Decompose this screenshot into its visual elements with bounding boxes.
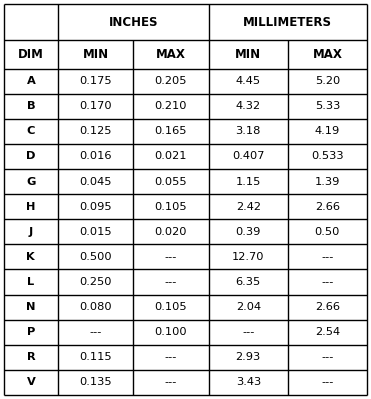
Text: 0.170: 0.170: [79, 101, 112, 111]
Text: 4.45: 4.45: [236, 76, 261, 86]
Text: 0.125: 0.125: [79, 126, 112, 136]
Text: 3.43: 3.43: [236, 377, 261, 387]
Text: 0.021: 0.021: [155, 151, 187, 162]
Text: ---: ---: [165, 377, 177, 387]
Text: V: V: [26, 377, 35, 387]
Text: MAX: MAX: [156, 48, 186, 61]
Text: 3.18: 3.18: [236, 126, 261, 136]
Text: ---: ---: [321, 277, 334, 287]
Text: 4.32: 4.32: [236, 101, 261, 111]
Text: P: P: [27, 327, 35, 337]
Text: 0.080: 0.080: [79, 302, 112, 312]
Text: 0.115: 0.115: [79, 352, 112, 362]
Text: 2.04: 2.04: [236, 302, 261, 312]
Text: ---: ---: [321, 252, 334, 262]
Text: 0.055: 0.055: [155, 176, 187, 186]
Text: 4.19: 4.19: [315, 126, 340, 136]
Text: 0.175: 0.175: [79, 76, 112, 86]
Text: K: K: [26, 252, 35, 262]
Text: 0.105: 0.105: [155, 302, 187, 312]
Text: 2.93: 2.93: [236, 352, 261, 362]
Text: 12.70: 12.70: [232, 252, 265, 262]
Text: 0.045: 0.045: [79, 176, 112, 186]
Text: 1.39: 1.39: [315, 176, 340, 186]
Text: 0.016: 0.016: [79, 151, 112, 162]
Text: ---: ---: [165, 252, 177, 262]
Text: INCHES: INCHES: [108, 16, 158, 29]
Text: 0.165: 0.165: [155, 126, 187, 136]
Text: C: C: [27, 126, 35, 136]
Text: J: J: [29, 227, 33, 237]
Text: 0.015: 0.015: [79, 227, 112, 237]
Text: ---: ---: [165, 277, 177, 287]
Text: 0.250: 0.250: [79, 277, 112, 287]
Text: ---: ---: [321, 352, 334, 362]
Text: 5.33: 5.33: [315, 101, 340, 111]
Text: H: H: [26, 201, 36, 211]
Text: MILLIMETERS: MILLIMETERS: [243, 16, 332, 29]
Text: N: N: [26, 302, 36, 312]
Text: ---: ---: [242, 327, 255, 337]
Text: 2.42: 2.42: [236, 201, 261, 211]
Text: 6.35: 6.35: [236, 277, 261, 287]
Text: 0.210: 0.210: [155, 101, 187, 111]
Text: 0.407: 0.407: [232, 151, 265, 162]
Text: 2.66: 2.66: [315, 201, 340, 211]
Text: 0.095: 0.095: [79, 201, 112, 211]
Text: R: R: [27, 352, 35, 362]
Text: MIN: MIN: [82, 48, 109, 61]
Text: 2.54: 2.54: [315, 327, 340, 337]
Text: D: D: [26, 151, 36, 162]
Text: B: B: [27, 101, 35, 111]
Text: 2.66: 2.66: [315, 302, 340, 312]
Text: L: L: [27, 277, 35, 287]
Text: 0.100: 0.100: [155, 327, 187, 337]
Text: G: G: [26, 176, 36, 186]
Text: 0.135: 0.135: [79, 377, 112, 387]
Text: 0.205: 0.205: [155, 76, 187, 86]
Text: 0.533: 0.533: [311, 151, 344, 162]
Text: 0.020: 0.020: [155, 227, 187, 237]
Text: 5.20: 5.20: [315, 76, 340, 86]
Text: MAX: MAX: [312, 48, 342, 61]
Text: 0.50: 0.50: [315, 227, 340, 237]
Text: ---: ---: [89, 327, 102, 337]
Text: 1.15: 1.15: [236, 176, 261, 186]
Text: DIM: DIM: [18, 48, 44, 61]
Text: ---: ---: [321, 377, 334, 387]
Text: MIN: MIN: [235, 48, 261, 61]
Text: 0.39: 0.39: [236, 227, 261, 237]
Text: 0.105: 0.105: [155, 201, 187, 211]
Text: 0.500: 0.500: [79, 252, 112, 262]
Text: A: A: [26, 76, 35, 86]
Text: ---: ---: [165, 352, 177, 362]
